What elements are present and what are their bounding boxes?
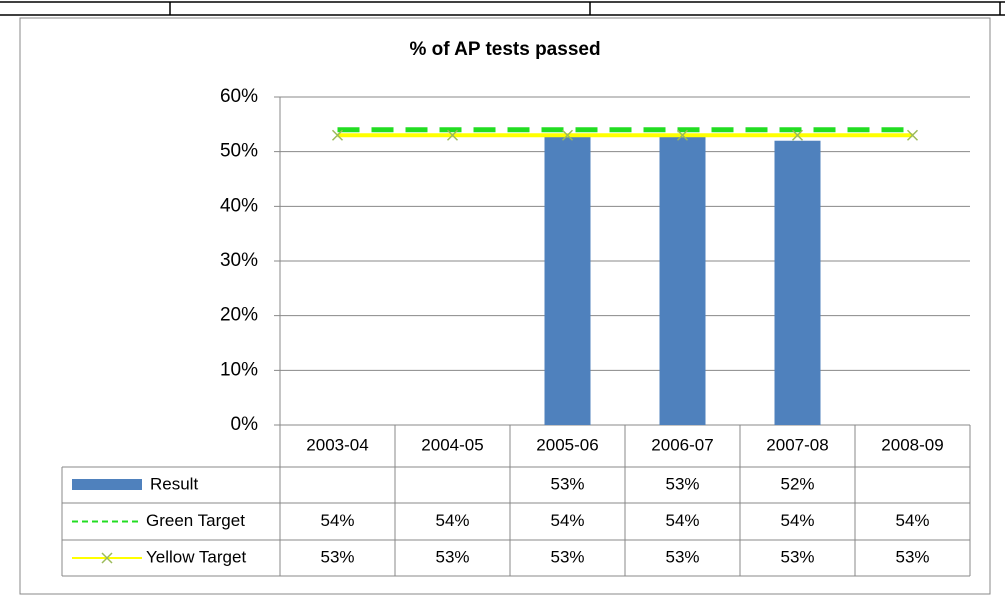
marker: [331, 129, 344, 141]
table-value: 53%: [320, 547, 354, 566]
table-value: 54%: [780, 511, 814, 530]
legend-label: Yellow Target: [146, 547, 246, 566]
table-value: 53%: [895, 547, 929, 566]
chart-frame: [19, 17, 991, 595]
top-strip: [0, 1, 1005, 16]
x-tick-label: 2008-09: [881, 435, 943, 454]
y-tick-label: 30%: [220, 250, 258, 271]
table-value: 54%: [550, 511, 584, 530]
bar: [544, 135, 591, 425]
legend-key: [72, 479, 142, 490]
table-value: 52%: [780, 474, 814, 493]
table-value: 53%: [780, 547, 814, 566]
legend-label: Green Target: [146, 511, 245, 530]
x-tick-label: 2006-07: [651, 435, 713, 454]
x-tick-label: 2004-05: [421, 435, 483, 454]
y-tick-label: 0%: [231, 414, 259, 435]
table-value: 54%: [895, 511, 929, 530]
bar: [659, 135, 706, 425]
marker: [561, 129, 574, 141]
table-value: 54%: [665, 511, 699, 530]
bar: [774, 140, 821, 425]
legend-label: Result: [150, 474, 198, 493]
x-tick-label: 2007-08: [766, 435, 828, 454]
table-value: 53%: [550, 474, 584, 493]
chart-title: % of AP tests passed: [409, 39, 600, 60]
y-tick-label: 40%: [220, 195, 258, 216]
marker: [676, 129, 689, 141]
legend-key: [101, 552, 113, 564]
table-value: 53%: [665, 547, 699, 566]
table-value: 53%: [550, 547, 584, 566]
table-value: 54%: [320, 511, 354, 530]
y-tick-label: 50%: [220, 141, 258, 162]
marker: [446, 129, 459, 141]
y-tick-label: 10%: [220, 359, 258, 380]
table-value: 53%: [665, 474, 699, 493]
y-tick-label: 20%: [220, 305, 258, 326]
marker: [906, 129, 919, 141]
table-value: 53%: [435, 547, 469, 566]
y-tick-label: 60%: [220, 86, 258, 107]
marker: [791, 129, 804, 141]
x-tick-label: 2005-06: [536, 435, 598, 454]
table-value: 54%: [435, 511, 469, 530]
x-tick-label: 2003-04: [306, 435, 368, 454]
